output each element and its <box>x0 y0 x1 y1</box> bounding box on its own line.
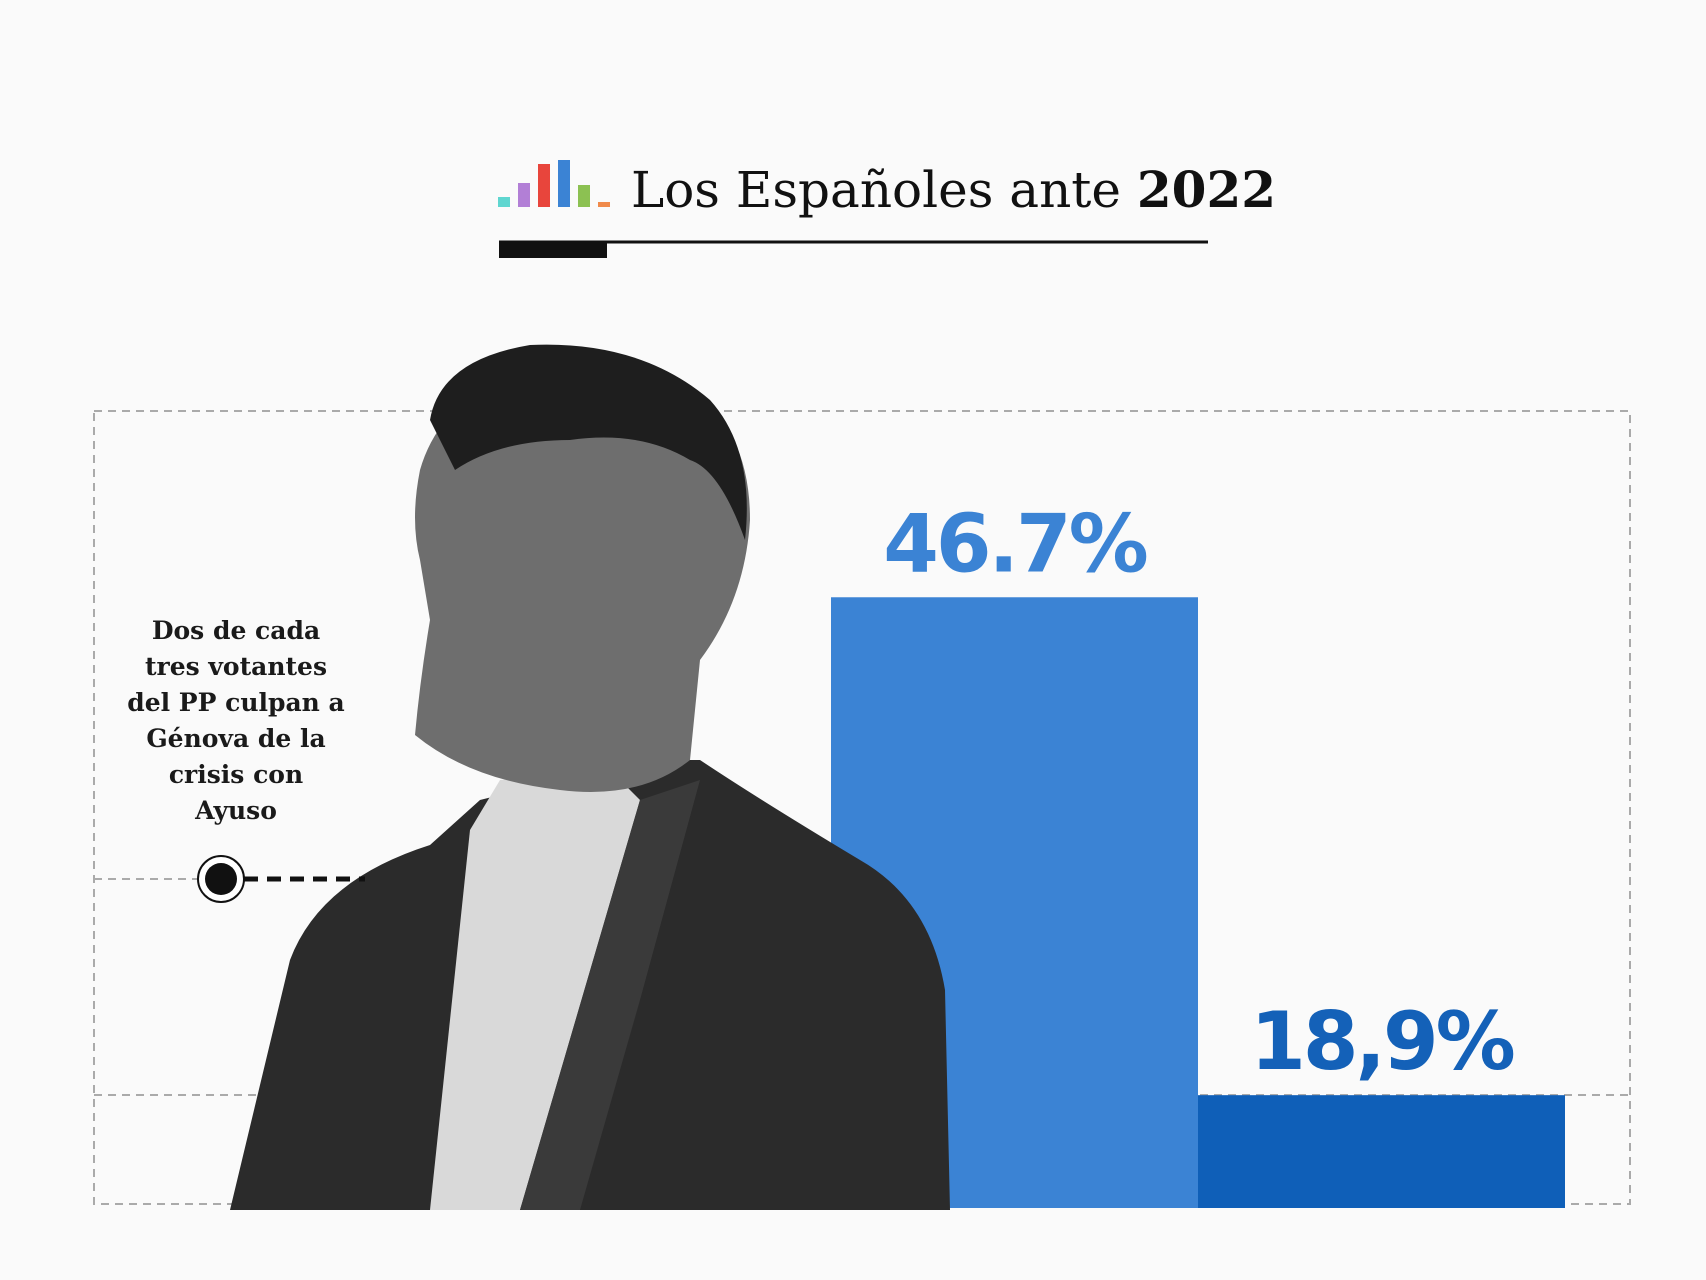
title-rule-accent <box>499 242 607 258</box>
annotation-pointer <box>197 855 365 903</box>
annotation: Dos de cada tres votantes del PP culpan a G… <box>127 616 345 825</box>
annotation-line: crisis con <box>169 760 303 789</box>
annotation-line: Ayuso <box>194 796 277 825</box>
chart-title: Los Españoles ante 2022 <box>631 160 1276 219</box>
value-label: 46.7% <box>883 497 1146 590</box>
annotation-line: Dos de cada <box>152 616 320 645</box>
value-label: 18,9% <box>1250 995 1513 1088</box>
portrait <box>230 344 950 1210</box>
annotation-line: Génova de la <box>146 724 325 753</box>
value-labels: 46.7% 18,9% <box>883 497 1516 1088</box>
annotation-line: tres votantes <box>145 652 327 681</box>
bar <box>1198 1095 1565 1208</box>
header-icon <box>498 160 610 207</box>
annotation-line: del PP culpan a <box>127 688 345 717</box>
